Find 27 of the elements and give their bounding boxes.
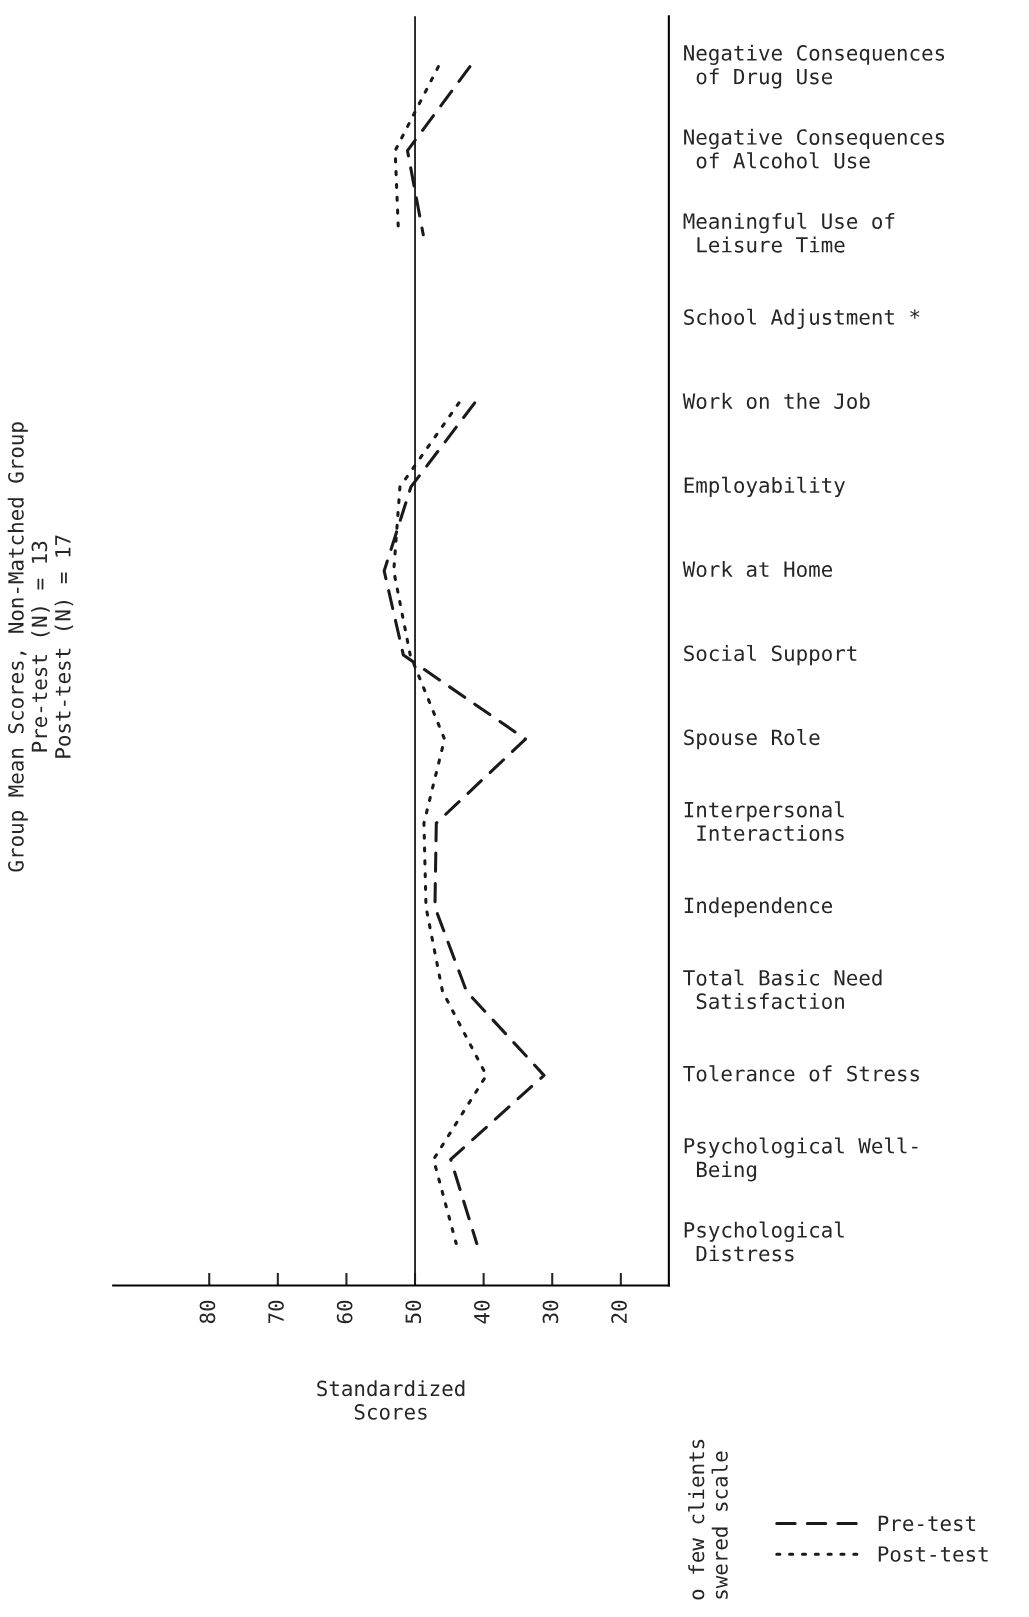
legend-label: Post-test [878,1546,988,1562]
y-tick-label: Tolerance of Stress [683,1065,919,1082]
y-tick-label: Spouse Role [684,728,820,750]
text: o few clients swered scale [688,1439,728,1600]
y-tick-label: Meaningful Use of Leisure Time [683,212,895,253]
y-tick-label: Negative Consequences of Drug Use [684,44,945,89]
y-tick-label: Negative Consequences of Alcohol Use [684,128,945,169]
x-tick-label: 30 [542,1300,559,1324]
y-tick-label: Work on the Job [682,392,870,409]
x-tick-label: 80 [199,1300,216,1324]
text: Group Mean Scores, Non-Matched Group Pre-test (N) = 13 Post-test (N) = 17 [7,422,74,872]
y-tick-label: Social Support [684,644,857,666]
y-tick-label: Total Basic Need Satisfaction [683,969,882,1010]
x-tick-label: 40 [473,1300,490,1324]
y-tick-label: Employability [684,476,845,498]
y-tick-label: Independence [684,897,833,918]
legend-label: Pre-test [878,1515,976,1532]
x-axis-title: Standardized Scores [317,1380,465,1420]
y-tick-label: Work at Home [682,560,833,578]
x-tick-label: 70 [268,1300,284,1324]
y-tick-label: Interpersonal Interactions [684,801,844,841]
x-tick-label: 50 [405,1300,422,1324]
y-tick-label: School Adjustment * [684,308,920,329]
y-tick-label: Psychological Well- Being [684,1137,918,1182]
x-tick-label: 60 [336,1300,353,1324]
y-tick-label: Psychological Distress [684,1221,844,1262]
x-tick-label: 20 [611,1300,627,1323]
